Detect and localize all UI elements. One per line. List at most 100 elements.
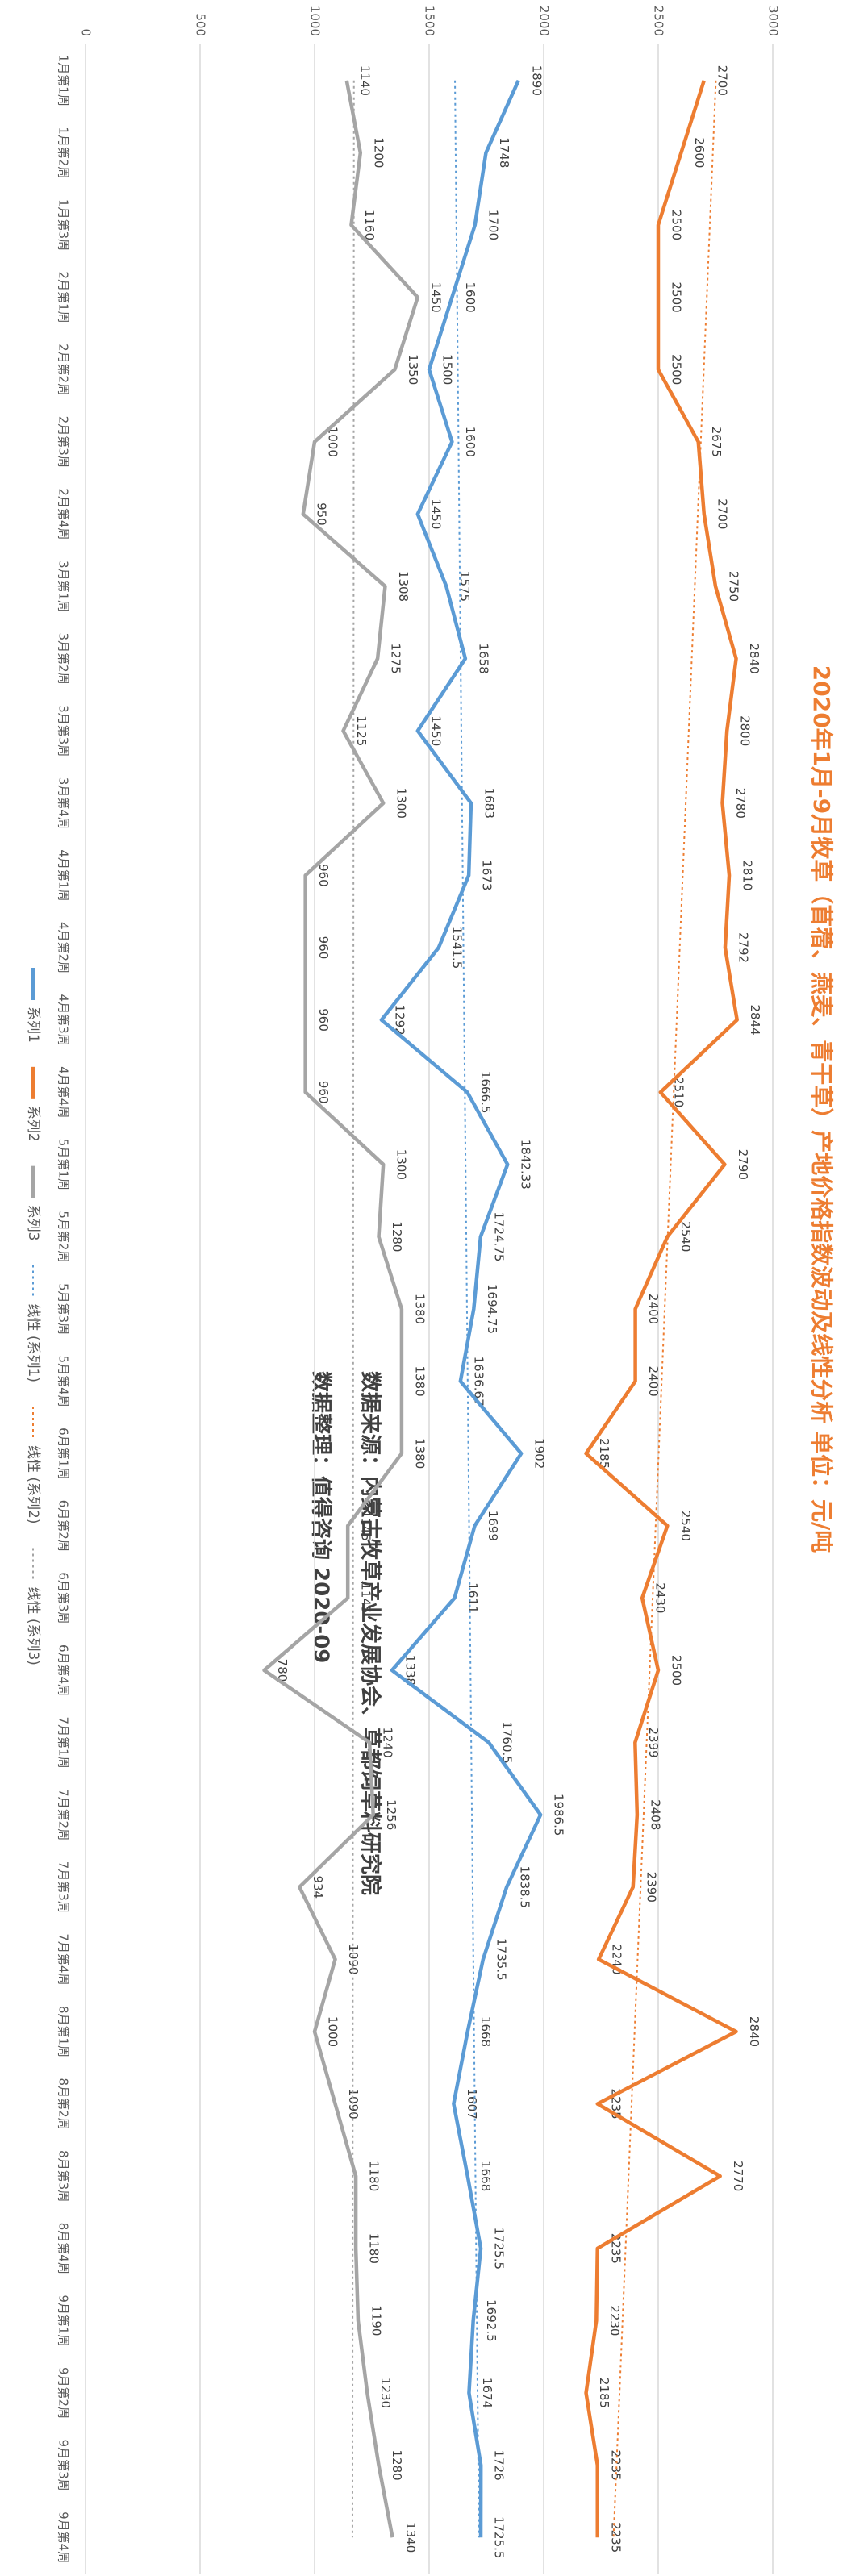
- data-label: 1300: [394, 788, 409, 819]
- y-tick-label: 0: [79, 28, 94, 36]
- data-label: 1145: [359, 1511, 373, 1541]
- data-label: 2750: [727, 571, 741, 602]
- data-label: 934: [311, 1875, 325, 1899]
- data-label: 780: [275, 1659, 290, 1682]
- data-label: 1300: [394, 1149, 409, 1180]
- data-label: 1674: [480, 2378, 494, 2408]
- y-tick-label: 2500: [652, 6, 666, 36]
- data-label: 1280: [390, 1221, 404, 1252]
- data-label: 1000: [326, 2016, 340, 2047]
- data-label: 1600: [463, 427, 478, 457]
- data-label: 1726: [492, 2450, 507, 2481]
- data-label: 1180: [367, 2233, 382, 2264]
- data-label: 1450: [428, 282, 443, 313]
- data-label: 950: [314, 502, 328, 526]
- y-tick-label: 1000: [308, 6, 323, 36]
- x-tick-label: 7月第2周: [56, 1789, 71, 1840]
- data-label: 1308: [396, 571, 411, 602]
- data-label: 1636.67: [471, 1357, 486, 1407]
- series-line: [379, 79, 543, 2538]
- data-label: 1666.5: [478, 1071, 493, 1114]
- y-tick-label: 500: [194, 13, 208, 36]
- data-label: 1692.5: [484, 2299, 499, 2342]
- y-tick-label: 1500: [423, 6, 437, 36]
- data-label: 2790: [736, 1149, 750, 1180]
- x-tick-label: 5月第3周: [56, 1283, 71, 1335]
- data-label: 2400: [646, 1366, 661, 1397]
- series-line: [584, 80, 739, 2538]
- data-label: 1735.5: [494, 1938, 508, 1981]
- data-label: 2500: [670, 354, 684, 385]
- data-label: 1541.5: [449, 927, 464, 969]
- data-label: 2540: [678, 1221, 693, 1252]
- data-label: 2430: [653, 1582, 668, 1613]
- data-label: 2399: [646, 1728, 661, 1758]
- data-label: 2390: [644, 1872, 658, 1903]
- data-label: 1450: [428, 715, 443, 746]
- data-label: 2400: [646, 1294, 661, 1324]
- data-label: 1700: [486, 210, 500, 240]
- data-label: 1090: [346, 1944, 361, 1974]
- data-label: 960: [316, 1081, 331, 1104]
- data-label: 1842.33: [519, 1140, 533, 1190]
- data-label: 1748: [497, 137, 511, 168]
- x-tick-label: 8月第4周: [56, 2223, 71, 2274]
- data-label: 1280: [390, 2450, 404, 2481]
- data-label: 1575: [457, 571, 472, 602]
- rotated-chart: 2020年1月-9月牧草（苜蓿、燕麦、青干草）产地价格指数波动及线性分析 单位：…: [25, 6, 835, 2574]
- data-label: 960: [316, 864, 331, 887]
- data-label: 1902: [532, 1438, 547, 1469]
- x-tick-label: 8月第2周: [56, 2078, 71, 2130]
- data-label: 1292: [392, 1005, 407, 1036]
- data-label: 1683: [482, 788, 496, 819]
- chart-title: 2020年1月-9月牧草（苜蓿、燕麦、青干草）产地价格指数波动及线性分析 单位：…: [808, 665, 835, 1553]
- x-tick-label: 6月第2周: [56, 1500, 71, 1552]
- data-label: 2700: [715, 498, 729, 529]
- data-label: 1275: [389, 644, 403, 674]
- data-label: 2230: [607, 2305, 622, 2336]
- x-tick-label: 7月第1周: [56, 1717, 71, 1769]
- legend-label: 系列3: [25, 1205, 41, 1241]
- x-tick-label: 1月第2周: [56, 127, 71, 178]
- data-label: 2770: [731, 2161, 745, 2191]
- x-tick-label: 4月第3周: [56, 994, 71, 1046]
- series-line: [262, 80, 420, 2538]
- data-label: 1600: [463, 282, 478, 313]
- x-tick-label: 7月第3周: [56, 1861, 71, 1913]
- data-label: 2675: [709, 427, 724, 457]
- data-label: 1699: [486, 1511, 500, 1541]
- x-tick-label: 4月第1周: [56, 849, 71, 901]
- data-label: 1145: [359, 1582, 373, 1613]
- data-label: 1338: [403, 1655, 417, 1686]
- y-tick-label: 2000: [537, 6, 552, 36]
- x-tick-label: 6月第4周: [56, 1644, 71, 1696]
- data-label: 2235: [608, 2450, 623, 2481]
- data-labels: 1890 1748 1700 1600 1500 1600 1450 1575 1658 1450…: [275, 65, 762, 2559]
- data-label: 2185: [597, 1438, 611, 1469]
- data-label: 1658: [476, 644, 490, 674]
- data-label: 1256: [384, 1799, 398, 1830]
- data-label: 1380: [412, 1294, 427, 1324]
- data-label: 2810: [740, 860, 755, 890]
- data-label: 1000: [326, 427, 340, 457]
- data-label: 1673: [480, 860, 494, 890]
- data-label: 2408: [648, 1799, 662, 1830]
- data-label: 1838.5: [518, 1866, 532, 1909]
- data-label: 1611: [465, 1582, 480, 1613]
- data-label: 1160: [362, 210, 377, 240]
- x-tick-label: 8月第1周: [56, 2006, 71, 2057]
- data-label: 2540: [678, 1511, 693, 1541]
- data-label: 1190: [369, 2305, 383, 2336]
- data-label: 2700: [715, 65, 729, 96]
- x-tick-label: 2月第4周: [56, 488, 71, 540]
- data-label: 1340: [403, 2522, 418, 2553]
- x-tick-label: 3月第4周: [56, 777, 71, 829]
- data-label: 2780: [733, 788, 748, 819]
- x-tick-label: 5月第4周: [56, 1356, 71, 1407]
- data-label: 2500: [670, 210, 684, 240]
- data-label: 1230: [378, 2378, 393, 2408]
- data-label: 2840: [747, 644, 761, 674]
- x-tick-label: 2月第2周: [56, 344, 71, 395]
- data-label: 2185: [597, 2378, 611, 2408]
